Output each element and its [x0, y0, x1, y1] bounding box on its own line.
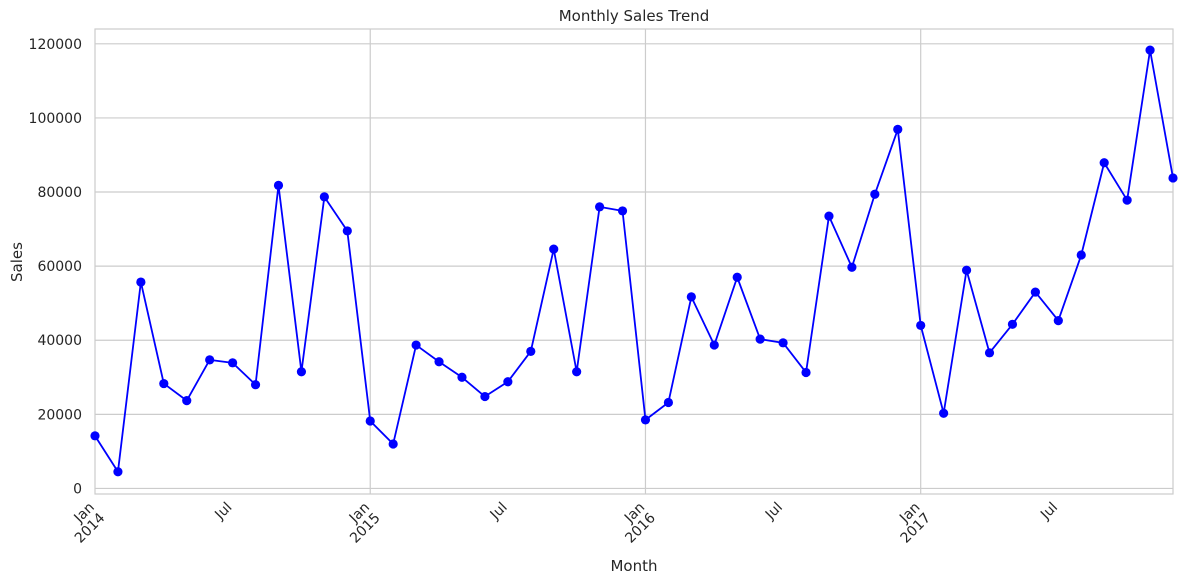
x-axis-title: Month	[610, 557, 657, 575]
x-tick-text: Jul	[1037, 500, 1061, 524]
data-point	[984, 348, 995, 358]
chart-title: Monthly Sales Trend	[559, 7, 710, 25]
series-sales	[90, 45, 1178, 477]
x-tick-text: Jul	[762, 500, 786, 524]
x-tick-text: Jan2017	[887, 500, 934, 547]
data-point	[549, 244, 559, 254]
x-tick-text: Jan2015	[337, 500, 384, 547]
x-tick-label: Jan2014	[61, 499, 109, 547]
data-point	[961, 265, 972, 275]
data-point	[778, 338, 788, 348]
x-tick-label: Jul	[762, 500, 786, 524]
grid	[95, 29, 1173, 494]
x-tick-text: Jul	[211, 500, 235, 524]
data-point	[1030, 287, 1040, 297]
data-point	[319, 192, 329, 202]
data-point	[594, 202, 605, 212]
data-point	[526, 346, 536, 356]
data-point	[663, 397, 674, 408]
data-point	[342, 226, 352, 236]
x-tick-line: Jul	[211, 500, 235, 524]
x-tick-line: Jul	[487, 500, 511, 524]
x-tick-line: Jul	[762, 500, 786, 524]
data-point	[205, 355, 215, 365]
data-point	[182, 396, 192, 406]
plot-frame	[94, 28, 1174, 495]
data-point	[755, 334, 765, 344]
y-tick-label: 20000	[37, 407, 82, 423]
data-point	[159, 378, 169, 389]
x-tick-text: Jan2016	[612, 499, 659, 546]
x-tick-label: Jul	[487, 500, 511, 524]
y-tick-label: 0	[73, 481, 82, 497]
x-tick-label: Jan2017	[887, 500, 934, 547]
data-point	[503, 377, 513, 387]
x-tick-label: Jul	[1037, 500, 1061, 524]
data-point	[250, 380, 261, 390]
x-tick-label: Jul	[211, 500, 235, 524]
data-point	[1099, 158, 1109, 168]
data-point	[640, 415, 651, 425]
y-tick-label: 40000	[37, 333, 82, 349]
data-point	[434, 357, 444, 367]
data-point	[1168, 173, 1178, 183]
data-point	[686, 292, 696, 302]
x-axis-ticks: Jan2014 Jul Jan2015 Jul Jan2016 Jul Jan2017 Jul	[61, 499, 1062, 547]
data-point	[1007, 319, 1018, 329]
data-point	[388, 439, 398, 449]
data-point	[939, 408, 949, 418]
y-axis-title: Sales	[8, 242, 26, 282]
x-tick-label: Jan2016	[612, 499, 659, 547]
data-point	[365, 416, 375, 426]
data-point	[1076, 250, 1086, 260]
data-point	[273, 180, 284, 190]
data-point	[732, 272, 742, 282]
x-tick-text: Jan2014	[61, 499, 108, 546]
data-point	[228, 358, 238, 368]
data-point	[457, 372, 467, 382]
data-point	[296, 367, 307, 377]
data-point	[1053, 315, 1063, 326]
x-tick-text: Jul	[487, 500, 511, 524]
data-point	[411, 340, 421, 350]
series-line	[94, 49, 1174, 473]
y-tick-label: 80000	[37, 185, 82, 201]
data-point	[617, 206, 628, 216]
data-point	[113, 467, 123, 477]
data-point	[709, 340, 719, 350]
y-axis-ticks: 0 20000 40000 60000 80000 100000 120000	[29, 37, 82, 498]
data-point	[90, 431, 100, 441]
x-tick-label: Jan2015	[337, 500, 384, 547]
data-point	[801, 367, 811, 378]
data-point	[1122, 195, 1132, 205]
x-tick-line: Jul	[1037, 500, 1061, 524]
y-tick-label: 120000	[29, 37, 82, 53]
data-point	[480, 391, 490, 402]
y-tick-label: 60000	[37, 259, 82, 275]
data-point	[916, 320, 926, 331]
data-point	[824, 211, 834, 221]
data-point	[870, 189, 880, 199]
data-point	[136, 277, 146, 287]
data-point	[893, 124, 903, 135]
data-point	[1145, 45, 1155, 55]
data-point	[847, 262, 857, 272]
data-point	[572, 367, 582, 377]
y-tick-label: 100000	[29, 111, 82, 127]
